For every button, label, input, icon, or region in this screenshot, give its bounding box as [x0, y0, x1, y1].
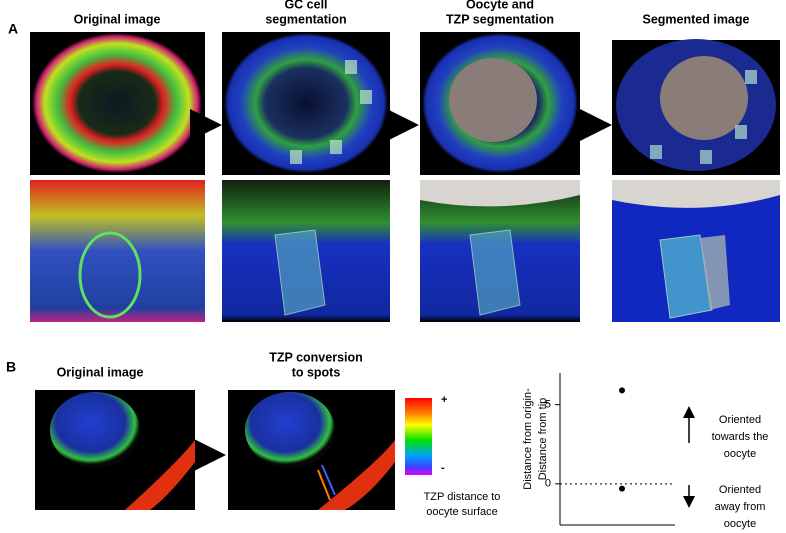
- annotation: oocyte: [724, 448, 756, 460]
- colorbar-caption: oocyte surface: [426, 506, 498, 518]
- image-title: Original image: [57, 365, 144, 379]
- image-title: to spots: [292, 365, 341, 379]
- image-title: TZP conversion: [269, 350, 363, 364]
- annotation: towards the: [712, 431, 769, 443]
- image-title: segmentation: [265, 12, 346, 26]
- chart: 0 5 Distance from origin- Distance from tip…: [522, 373, 769, 530]
- y-axis-label: Distance from tip: [537, 398, 549, 481]
- image-title: Original image: [74, 12, 161, 26]
- image-title: TZP segmentation: [446, 12, 554, 26]
- panel-label: B: [6, 359, 16, 375]
- y-tick-label: 0: [545, 478, 551, 490]
- image-title: GC cell: [284, 0, 327, 11]
- colorbar-caption: TZP distance to: [424, 491, 501, 503]
- annotation: Oriented: [719, 484, 761, 496]
- image-title: Segmented image: [643, 12, 750, 26]
- colorbar: [405, 398, 432, 475]
- data-point: [619, 387, 625, 394]
- panel-a-images: [30, 32, 780, 175]
- image-title: Oocyte and: [466, 0, 534, 11]
- annotation: oocyte: [724, 518, 756, 530]
- annotation: Oriented: [719, 414, 761, 426]
- data-point: [619, 485, 625, 492]
- arrows: [190, 109, 612, 471]
- panel-label: A: [8, 21, 18, 37]
- panel-b-images: [35, 390, 432, 510]
- y-tick-label: 5: [545, 399, 551, 411]
- colorbar-min: -: [441, 462, 445, 474]
- annotation: away from: [715, 501, 766, 513]
- panel-a-zoom-images: [30, 180, 780, 322]
- y-axis-label: Distance from origin-: [522, 388, 534, 490]
- colorbar-max: +: [441, 394, 447, 406]
